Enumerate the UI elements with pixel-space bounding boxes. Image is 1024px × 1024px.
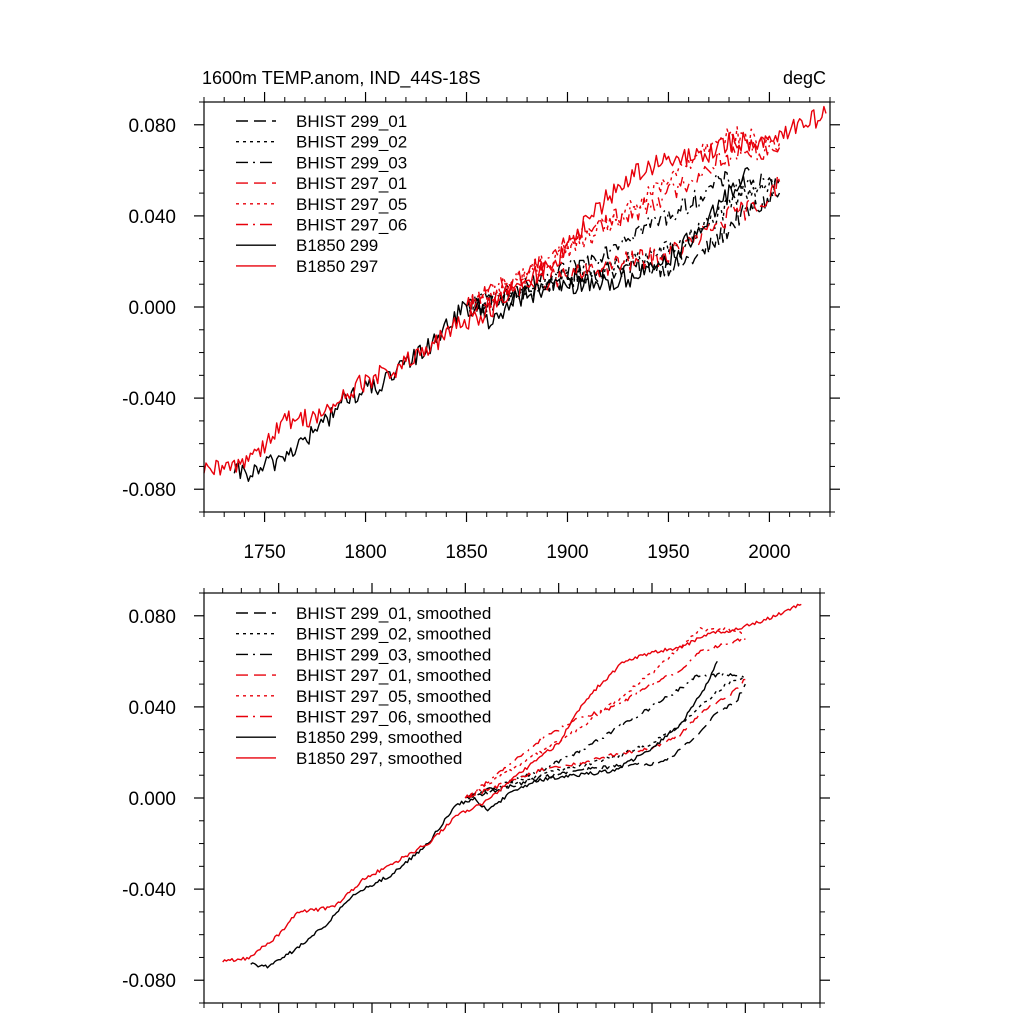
legend-label: BHIST 299_03, smoothed bbox=[296, 645, 491, 664]
y-tick-label: 0.000 bbox=[128, 298, 176, 319]
y-tick-label: -0.080 bbox=[122, 971, 176, 992]
y-tick-label: 0.040 bbox=[128, 698, 176, 719]
legend-label: B1850 297, smoothed bbox=[296, 749, 462, 768]
series-line bbox=[465, 170, 781, 313]
y-tick-label: 0.000 bbox=[128, 789, 176, 810]
bottom-panel: -0.080 -0.040 0.000 0.040 0.080 BHIST 299_01… bbox=[122, 583, 830, 1013]
x-tick-label: 1900 bbox=[546, 542, 588, 563]
legend-label: BHIST 297_06, smoothed bbox=[296, 708, 491, 727]
legend-label: B1850 299 bbox=[296, 236, 378, 255]
legend-label: BHIST 299_01 bbox=[296, 112, 407, 131]
series-line bbox=[465, 126, 781, 308]
legend-label: BHIST 299_02 bbox=[296, 133, 407, 152]
plot-frame bbox=[203, 101, 831, 513]
x-tick-label: 1950 bbox=[647, 542, 689, 563]
legend-label: BHIST 299_02, smoothed bbox=[296, 625, 491, 644]
series-line bbox=[233, 166, 750, 482]
series-line bbox=[465, 141, 781, 312]
legend-label: BHIST 297_05, smoothed bbox=[296, 687, 491, 706]
legend-label: BHIST 297_01, smoothed bbox=[296, 666, 491, 685]
plot-frame bbox=[203, 592, 821, 1004]
legend-label: BHIST 297_06 bbox=[296, 216, 407, 235]
legend-label: B1850 297 bbox=[296, 257, 378, 276]
series-line bbox=[464, 627, 746, 799]
y-tick-label: -0.040 bbox=[122, 389, 176, 410]
units-label: degC bbox=[783, 68, 826, 88]
series-line bbox=[465, 174, 781, 313]
series-line bbox=[464, 675, 746, 799]
legend-label: BHIST 297_05 bbox=[296, 195, 407, 214]
x-tick-label: 1750 bbox=[243, 542, 285, 563]
series-line bbox=[464, 683, 746, 800]
series-line bbox=[464, 637, 746, 799]
series-line bbox=[464, 678, 746, 799]
legend-label: BHIST 299_01, smoothed bbox=[296, 604, 491, 623]
top-panel: 1600m TEMP.anom, IND_44S-18S degC 1750 18… bbox=[122, 68, 840, 563]
legend-label: BHIST 297_01 bbox=[296, 174, 407, 193]
series-line bbox=[250, 660, 718, 969]
y-tick-label: -0.040 bbox=[122, 880, 176, 901]
x-tick-label: 2000 bbox=[748, 542, 790, 563]
y-tick-label: -0.080 bbox=[122, 480, 176, 501]
x-tick-label: 1850 bbox=[445, 542, 487, 563]
y-tick-label: 0.080 bbox=[128, 116, 176, 137]
chart-title: 1600m TEMP.anom, IND_44S-18S bbox=[202, 68, 480, 89]
series-line bbox=[465, 192, 781, 313]
series-line bbox=[222, 603, 802, 963]
y-tick-label: 0.080 bbox=[128, 607, 176, 628]
x-tick-label: 1800 bbox=[344, 542, 386, 563]
legend-label: B1850 299, smoothed bbox=[296, 728, 462, 747]
series-line bbox=[464, 672, 746, 799]
legend-label: BHIST 299_03 bbox=[296, 153, 407, 172]
series-line bbox=[203, 105, 827, 476]
y-tick-label: 0.040 bbox=[128, 207, 176, 228]
